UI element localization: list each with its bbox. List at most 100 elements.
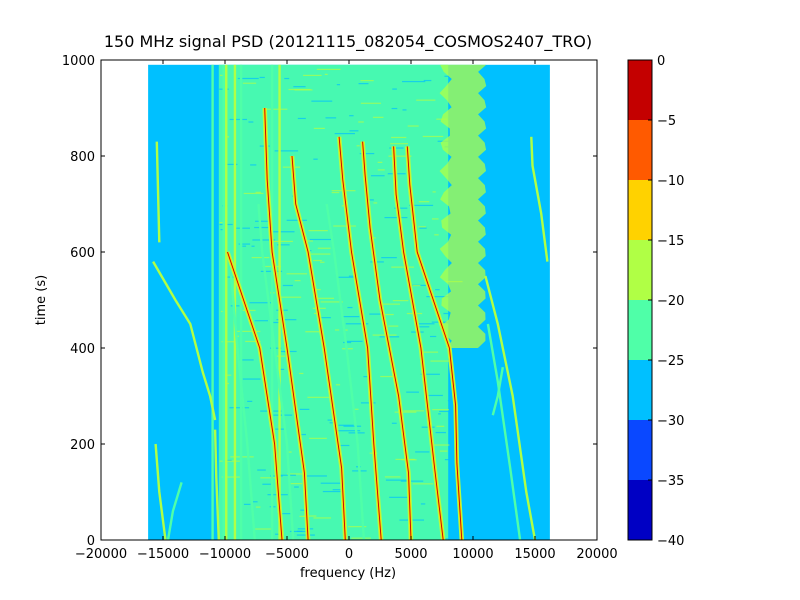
heatmap-speckle [221,341,237,343]
heatmap-speckle [418,323,435,325]
heatmap-speckle [416,326,430,328]
heatmap-speckle [224,276,235,278]
heatmap-speckle [319,317,331,319]
heatmap-speckle [400,480,424,482]
heatmap-speckle [415,451,430,453]
colorbar-band [628,300,652,360]
heatmap-speckle [381,257,397,259]
trace-core [227,251,283,540]
heatmap-speckle [248,121,254,123]
heatmap-speckle [303,74,322,77]
colorbar-band [628,480,652,540]
heatmap-speckle [391,422,397,424]
heatmap-speckle [394,207,408,209]
heatmap-speckle [412,483,434,485]
x-tick-label: 5000 [394,547,427,562]
heatmap-speckle [305,331,320,333]
heatmap-speckle [338,424,354,426]
y-tick-label: 200 [70,438,95,453]
heatmap-speckle [347,306,353,309]
heatmap-speckle [343,341,352,344]
heatmap-speckle [239,359,254,361]
doppler-trace [491,366,504,416]
colorbar-band [628,180,652,240]
heatmap-speckle [307,396,331,398]
heatmap-speckle [274,150,299,152]
x-axis-ticks: −20000 −15000 −10000 −5000 0 5000 10000 15000 20… [75,60,618,562]
heatmap-speckle [313,517,332,519]
trace-core [406,146,463,540]
heatmap-speckle [429,335,437,338]
heatmap-speckle [225,136,230,138]
x-tick-label: 0 [345,547,353,562]
heatmap-speckle [259,76,265,79]
heatmap-speckle [306,475,327,477]
heatmap-speckle [276,319,297,321]
heatmap-speckle [385,313,394,316]
heatmap-speckle [427,394,443,397]
heatmap-speckle [439,450,448,452]
heatmap-speckle [252,239,276,241]
heatmap-vertical-line [225,64,228,540]
heatmap-speckle [297,117,306,120]
heatmap-speckle [327,419,333,421]
heatmap-speckle [227,459,232,462]
heatmap-speckle [432,409,449,411]
doppler-trace [166,482,183,540]
heatmap-speckle [220,229,224,231]
heatmap-speckle [278,474,296,476]
heatmap-speckle [320,301,343,303]
heatmap-speckle [406,391,419,393]
doppler-trace [152,260,217,421]
heatmap-speckle [419,351,439,353]
heatmap-speckle [237,77,259,80]
heatmap-speckle [254,226,272,229]
heatmap-speckle [416,99,436,101]
heatmap-speckle [294,486,299,488]
heatmap-speckle [286,219,307,221]
trace-core [362,141,412,540]
heatmap-speckle [242,378,261,380]
heatmap-speckle [317,247,331,249]
colorbar-tick-label: −40 [657,534,684,549]
heatmap-speckle [286,273,308,275]
heatmap-speckle [439,410,452,413]
heatmap-speckle [241,245,247,247]
heatmap-speckle [313,312,317,315]
heatmap-speckle [329,422,334,424]
heatmap-speckle [420,373,440,375]
colorbar-band [628,360,652,420]
doppler-trace [484,275,537,540]
heatmap-speckle [384,476,401,478]
heatmap-speckle [254,320,268,322]
heatmap-speckle [279,296,302,298]
heatmap-speckle [377,161,383,163]
doppler-trace [155,141,161,243]
heatmap-speckle [369,313,384,315]
heatmap-speckle [377,169,385,171]
x-tick-label: −15000 [137,547,189,562]
heatmap-speckle [384,216,408,219]
heatmap-speckle [443,538,460,540]
heatmap-speckle [435,289,440,291]
chart-title: 150 MHz signal PSD (20121115_082054_COSM… [104,32,592,52]
doppler-trace [325,203,366,540]
heatmap-speckle [273,240,293,243]
heatmap-speckle [394,411,417,413]
heatmap-vertical-line [233,64,237,540]
heatmap-speckle [277,244,290,246]
heatmap-speckle [324,73,328,75]
heatmap-speckle [358,83,369,85]
colorbar-tick-label: −5 [657,114,676,129]
colorbar: 0 −5 −10 −15 −20 −25 −30 −35 −40 [627,54,684,549]
heatmap-speckle [236,330,261,332]
heatmap-speckle [403,410,425,412]
heatmap-speckle [333,225,356,227]
heatmap-vertical-line [270,64,274,540]
heatmap-speckle [332,489,345,491]
heatmap-speckle [262,483,272,485]
x-tick-label: 10000 [452,547,493,562]
colorbar-band [628,240,652,300]
heatmap-speckle [251,501,258,503]
heatmap-speckle [438,413,441,415]
